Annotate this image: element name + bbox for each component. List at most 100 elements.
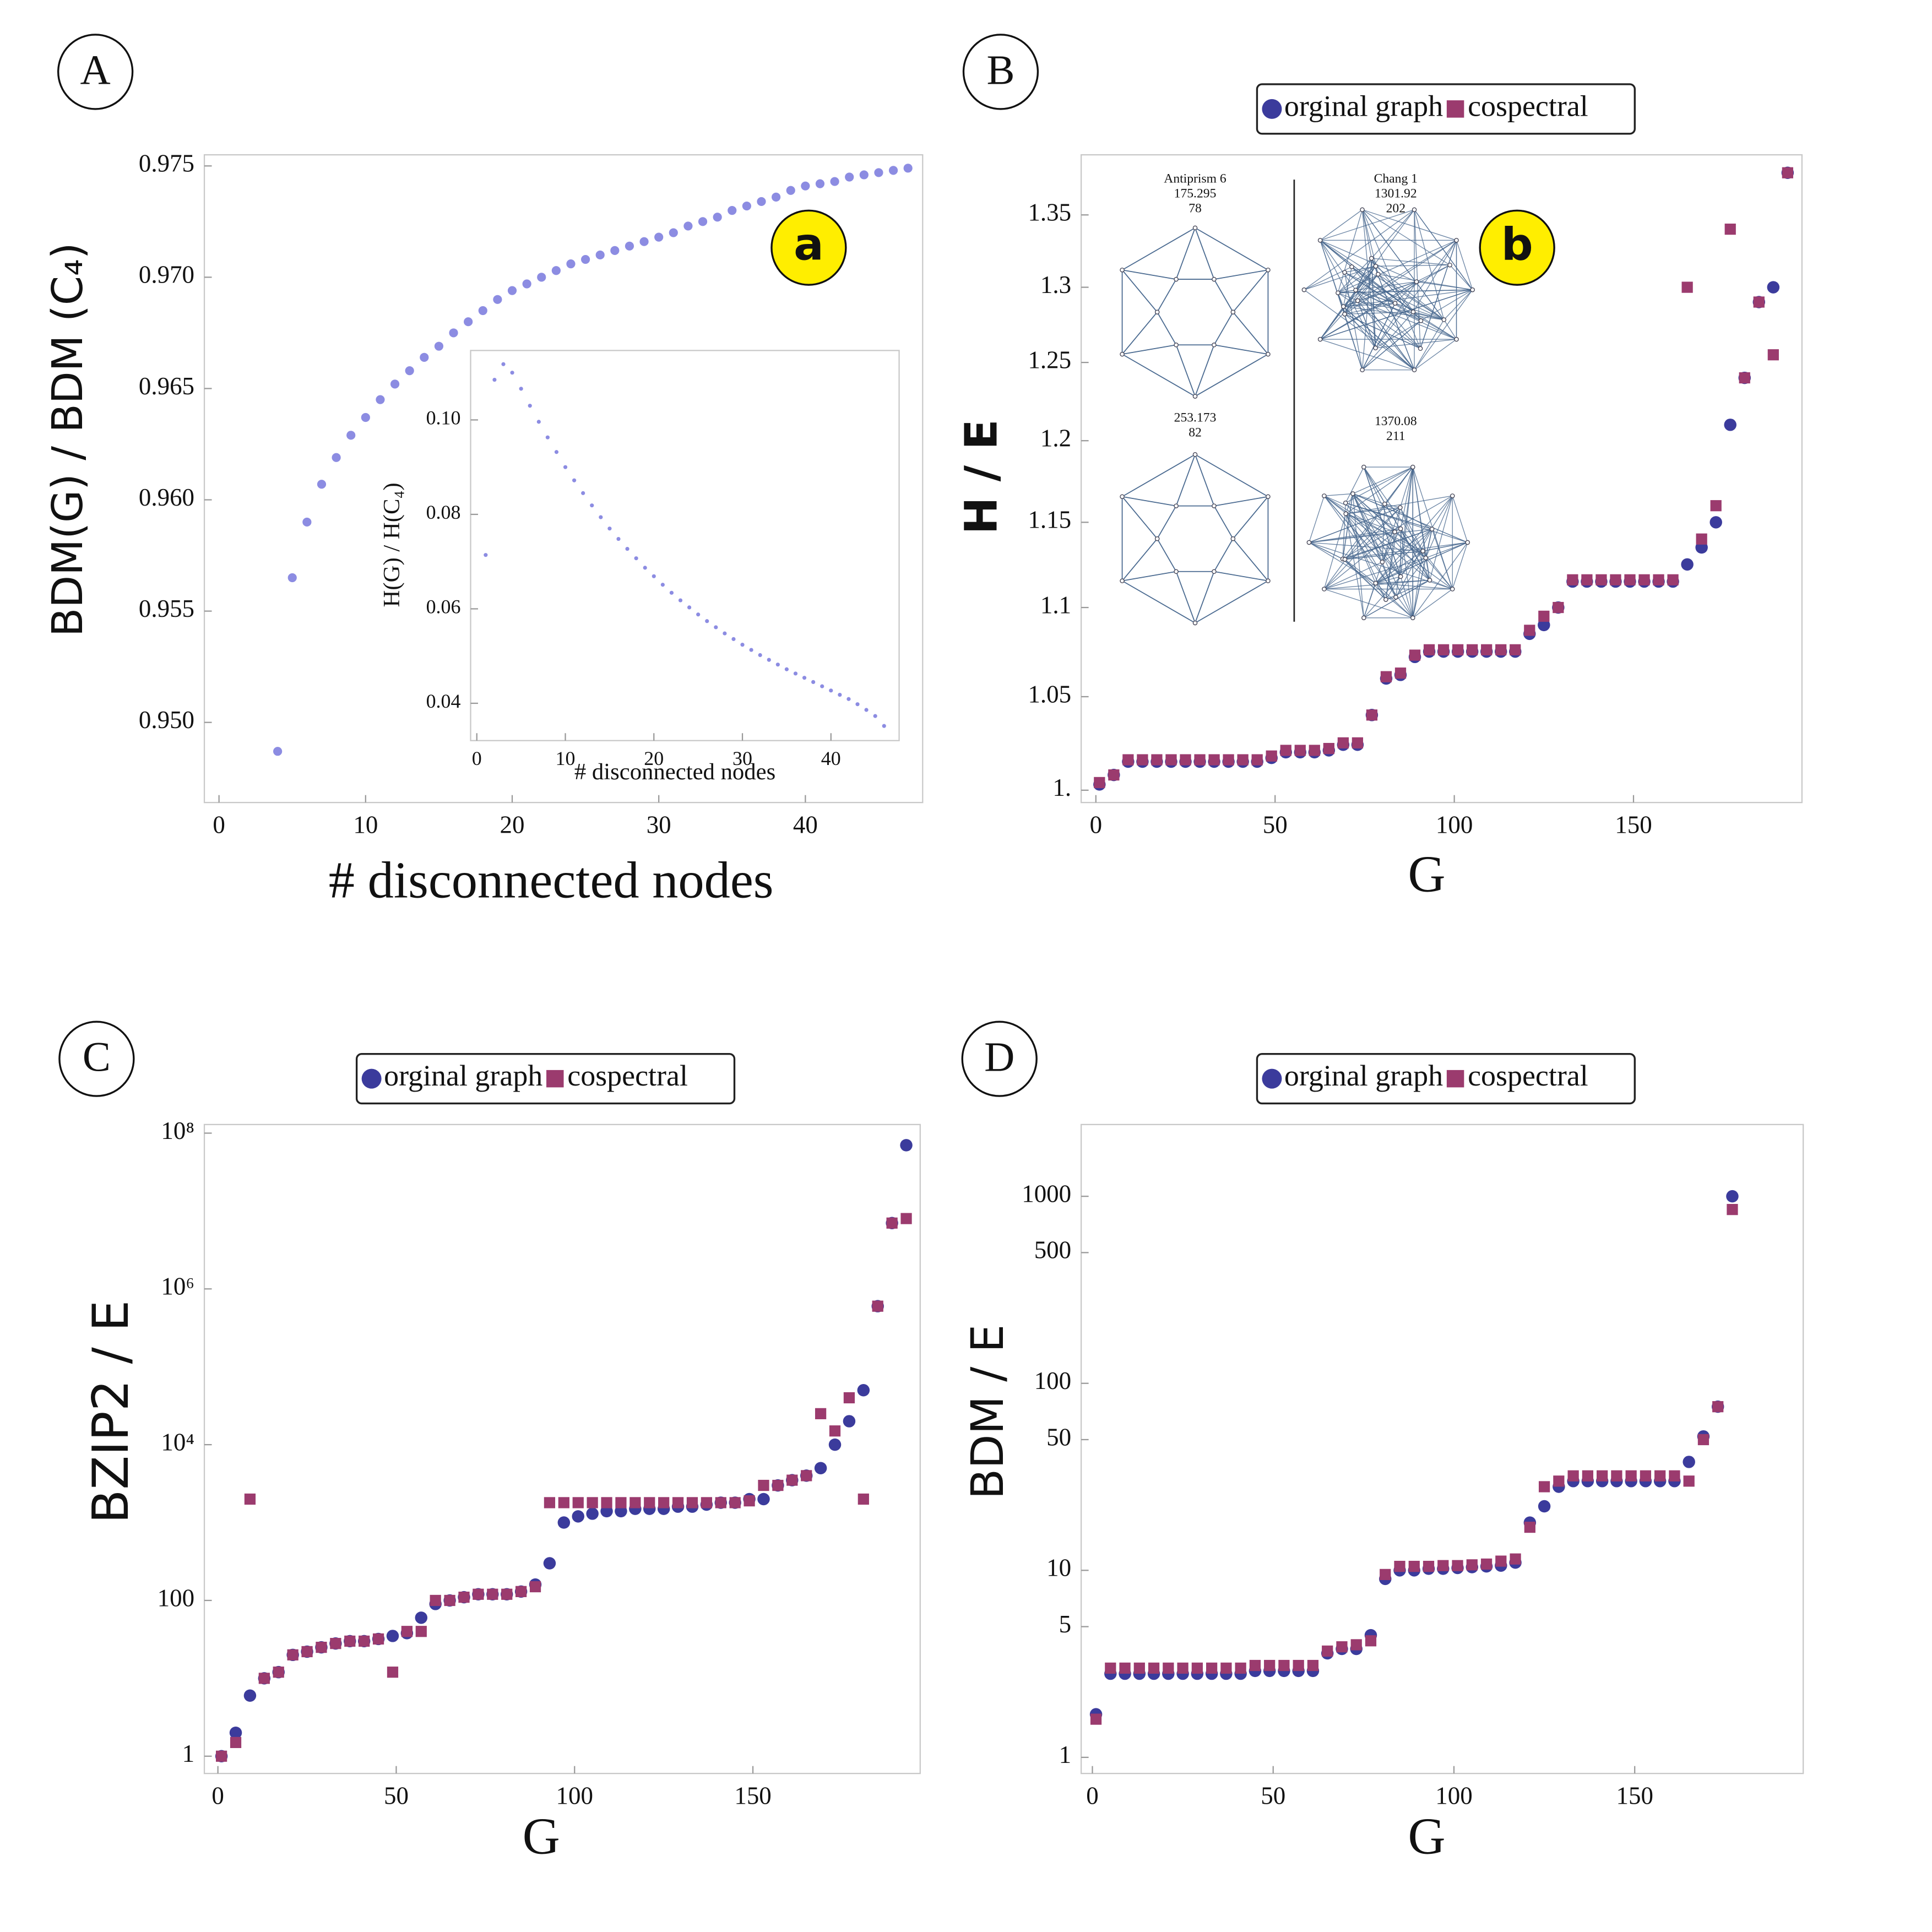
- point: [273, 747, 283, 756]
- square-marker: [1235, 1662, 1246, 1674]
- graph-edge: [1358, 281, 1417, 301]
- square-marker: [1581, 574, 1593, 585]
- point: [386, 1630, 399, 1642]
- square-marker: [1409, 649, 1421, 661]
- panel-label: A: [80, 46, 111, 93]
- graph-node: [1350, 491, 1355, 496]
- graph-node: [1412, 367, 1417, 372]
- point: [683, 221, 693, 231]
- graph-node: [1412, 207, 1417, 213]
- square-marker: [872, 1300, 883, 1312]
- square-marker: [572, 1497, 584, 1508]
- point: [528, 404, 532, 408]
- square-marker: [843, 1392, 855, 1404]
- graph-edge: [1375, 542, 1468, 584]
- point: [652, 574, 656, 578]
- graph-node: [1375, 272, 1381, 277]
- square-marker: [359, 1635, 370, 1647]
- graph-edge: [1323, 513, 1347, 589]
- graph-edge: [1121, 269, 1158, 313]
- graph-node: [1174, 569, 1179, 574]
- graph-edge: [1382, 529, 1432, 562]
- graph-edge: [1375, 495, 1453, 584]
- x-tick-label: 0: [472, 747, 482, 769]
- point: [802, 676, 807, 680]
- graph-label: 175.295: [1174, 186, 1217, 200]
- graph-edge: [1361, 303, 1396, 370]
- square-marker: [1119, 1662, 1131, 1674]
- y-tick-label: 1.05: [1028, 680, 1071, 708]
- graph-edge: [1233, 538, 1269, 582]
- x-tick-label: 40: [821, 747, 841, 769]
- point: [775, 663, 780, 667]
- y-tick-label: 1.3: [1040, 271, 1071, 299]
- graph-drawing: [1301, 207, 1475, 372]
- graph-edge: [1213, 312, 1234, 345]
- graph-node: [1174, 276, 1179, 282]
- square-marker: [1669, 1470, 1680, 1481]
- graph-edge: [1345, 507, 1401, 514]
- graph-edge: [1323, 466, 1413, 589]
- graph-edge: [1412, 466, 1426, 558]
- graph-label: 78: [1188, 201, 1202, 215]
- point: [859, 170, 869, 180]
- graph-edge: [1361, 209, 1421, 349]
- point: [757, 197, 766, 207]
- square-marker: [1696, 533, 1707, 545]
- square-marker: [1133, 1662, 1145, 1674]
- y-tick-label: 50: [1046, 1423, 1071, 1451]
- graph-edge: [1452, 542, 1468, 589]
- x-tick-label: 150: [1616, 1782, 1653, 1809]
- point: [846, 697, 851, 701]
- graph-edge: [1358, 300, 1444, 321]
- square-marker: [1538, 610, 1550, 622]
- graph-node: [1450, 493, 1455, 498]
- y-tick-label: 1000: [1022, 1180, 1071, 1207]
- graph-edge: [1344, 507, 1401, 560]
- graph-node: [1373, 580, 1379, 586]
- graph-edge: [1344, 240, 1457, 314]
- square-marker: [1323, 742, 1334, 755]
- x-tick-label: 0: [213, 811, 225, 838]
- graph-edge: [1355, 290, 1415, 371]
- graph-edge: [1384, 466, 1413, 504]
- graph-edge: [1195, 227, 1268, 270]
- point: [758, 653, 762, 658]
- graph-edge: [1414, 209, 1421, 349]
- square-marker: [230, 1736, 242, 1749]
- panel-label: B: [986, 46, 1014, 93]
- point: [903, 164, 913, 173]
- square-marker: [629, 1497, 641, 1508]
- square-marker: [1681, 281, 1693, 293]
- graph-edge: [1414, 319, 1445, 370]
- graph-edge: [1175, 344, 1196, 397]
- graph-node: [1322, 587, 1327, 591]
- point: [580, 254, 590, 264]
- x-axis-label: # disconnected nodes: [329, 852, 774, 909]
- graph-node: [1192, 620, 1198, 626]
- graph-node: [1120, 351, 1125, 357]
- square-marker: [729, 1497, 741, 1508]
- point: [346, 431, 356, 440]
- point: [820, 684, 824, 688]
- graph-edge: [1353, 493, 1385, 504]
- square-marker: [1294, 745, 1306, 756]
- graph-node: [1212, 503, 1217, 508]
- point: [1767, 281, 1780, 294]
- point: [572, 478, 577, 482]
- square-marker: [815, 1408, 827, 1419]
- graph-edge: [1324, 495, 1401, 529]
- graph-edge: [1425, 542, 1468, 558]
- legend-label: cospectral: [567, 1059, 688, 1092]
- point: [557, 1516, 571, 1529]
- square-marker: [744, 1495, 755, 1507]
- x-tick-label: 50: [384, 1782, 409, 1809]
- legend-box: [355, 1052, 736, 1105]
- square-marker: [473, 1588, 484, 1600]
- square-marker: [301, 1646, 313, 1658]
- graph-edge: [1122, 227, 1196, 270]
- square-marker: [644, 1497, 655, 1508]
- graph-edge: [1345, 466, 1364, 503]
- point: [864, 708, 869, 712]
- legend-marker: [1446, 1070, 1464, 1088]
